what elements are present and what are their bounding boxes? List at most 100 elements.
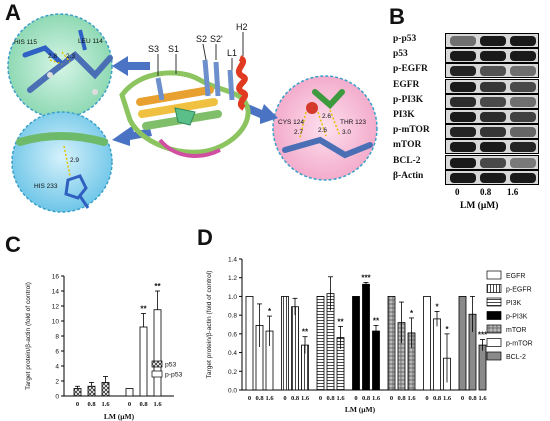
bar [153, 309, 162, 397]
legend: EGFR p-EGFR PI3K p-PI3K mTOR p-mTOR BCL-2 [486, 270, 533, 361]
x-tick-label: 0.8 [139, 401, 148, 408]
axis-group: 0.0 0.2 0.4 0.6 0.8 1.0 1.2 1.4 [228, 257, 470, 395]
blot-row-label: p53 [393, 49, 408, 60]
blot-row-label: p-mTOR [393, 125, 430, 136]
x-tick-label: 0 [319, 395, 322, 402]
legend-label: p-p53 [165, 372, 183, 379]
blot-band [510, 36, 536, 46]
strand-label-s3: S3 [148, 44, 159, 54]
bar [87, 385, 96, 397]
residue-his233: HIS 233 [34, 183, 58, 190]
y-tick-label: 0.2 [228, 369, 237, 376]
x-tick-label: 1.6 [443, 395, 452, 402]
bar [362, 283, 370, 391]
arrow-right-icon [246, 104, 278, 124]
dose-label: 1.6 [507, 187, 519, 197]
x-tick-label: 1.6 [372, 395, 381, 402]
y-tick-label: 16 [52, 274, 60, 281]
arrow-left-top-icon [112, 56, 150, 76]
protein-structure-figure: S3 S1 S2 S2' L1 H2 HIS 115 LEU 114 2.8 2… [7, 13, 378, 213]
blot-row: PI3K [393, 109, 539, 125]
blot-band [450, 172, 476, 183]
x-tick-label: 1.6 [336, 395, 345, 402]
blot-row: p-EGFR [393, 63, 539, 79]
blot-band [480, 157, 506, 168]
legend-swatch [486, 351, 502, 361]
significance-mark: * [445, 325, 449, 334]
y-tick-label: 1.0 [228, 294, 237, 301]
blot-strip [445, 48, 539, 64]
blot-row-label: β-Actin [393, 170, 424, 181]
x-tick-label: 0 [390, 395, 393, 402]
y-tick-label: 12 [52, 304, 60, 311]
x-axis-label: LM (μM) [345, 405, 376, 414]
distance-label: 2.7 [294, 129, 303, 136]
significance-mark: ** [302, 328, 309, 337]
blot-band [450, 51, 476, 62]
inset-right [272, 75, 378, 181]
x-tick-label: 0.8 [362, 395, 371, 402]
protein-ribbon [119, 55, 251, 158]
blot-strip [445, 109, 539, 124]
bar [291, 306, 299, 391]
panel-label-a: A [5, 0, 21, 25]
dose-label: 0.8 [480, 187, 492, 197]
distance-label: 2.6 [318, 127, 327, 134]
legend-label: EGFR [506, 273, 525, 280]
x-tick-label: 0 [128, 401, 131, 408]
blot-row: p-PI3K [393, 93, 539, 110]
x-tick-label: 0 [248, 395, 251, 402]
blot-band [450, 127, 476, 138]
blot-band [480, 96, 506, 107]
blot-band [510, 96, 536, 107]
bar [125, 388, 134, 397]
dose-label: 0 [455, 187, 460, 197]
blot-row-label: p-p53 [393, 34, 417, 44]
bar [387, 296, 396, 391]
legend-label: p-mTOR [506, 341, 533, 348]
y-tick-label: 1.2 [228, 275, 237, 282]
chart-d: 0.0 0.2 0.4 0.6 0.8 1.0 1.2 1.4 Target protein/β… [206, 257, 533, 415]
distance-label: 2.6 [322, 113, 331, 120]
x-tick-label: 0.8 [255, 395, 264, 402]
legend-label: p53 [165, 362, 177, 369]
legend-label: mTOR [506, 327, 526, 334]
blot-band [480, 172, 506, 183]
blot-band [480, 66, 506, 77]
blot-row-label: BCL-2 [393, 155, 421, 166]
x-tick-label: 0.8 [326, 395, 335, 402]
blot-strip [445, 33, 539, 48]
blot-band [480, 112, 506, 122]
blot-strip [445, 63, 539, 79]
bar [101, 382, 110, 397]
blot-band [450, 157, 476, 168]
legend-swatch [486, 311, 502, 320]
y-axis-label: Target protein/β-actin (fold of control) [25, 282, 32, 390]
significance-mark: ** [140, 305, 147, 314]
inset-top-left [7, 13, 113, 119]
x-tick-label: 0.8 [291, 395, 300, 402]
y-tick-label: 14 [52, 289, 60, 296]
residue-cys124: CYS 124 [278, 119, 304, 126]
significance-mark: *** [361, 273, 371, 282]
x-tick-label: 0.8 [87, 401, 96, 408]
distance-label: 2.8 [48, 53, 57, 60]
y-tick-label: 4 [55, 364, 59, 371]
bar [316, 296, 325, 391]
legend-swatch [486, 297, 502, 307]
blot-strip [445, 139, 539, 155]
blot-row: p53 [393, 48, 539, 64]
x-tick-label: 1.6 [301, 395, 310, 402]
x-tick-label: 0 [354, 395, 357, 402]
x-tick-label: 0 [76, 401, 79, 408]
bar [139, 326, 148, 397]
residue-thr123: THR 123 [340, 119, 366, 126]
strand-label-l1: L1 [227, 48, 237, 58]
legend-swatch [151, 360, 163, 368]
blot-strip [445, 169, 539, 185]
chart-c: 0 2 4 6 8 10 12 14 16 Target protein/β-actin (fol… [25, 274, 183, 421]
y-tick-label: 0.6 [228, 331, 237, 338]
blot-row-label: mTOR [393, 140, 422, 151]
x-tick-label: 1.6 [153, 401, 162, 408]
western-blot-doses: 0 0.8 1.6 [447, 187, 537, 199]
